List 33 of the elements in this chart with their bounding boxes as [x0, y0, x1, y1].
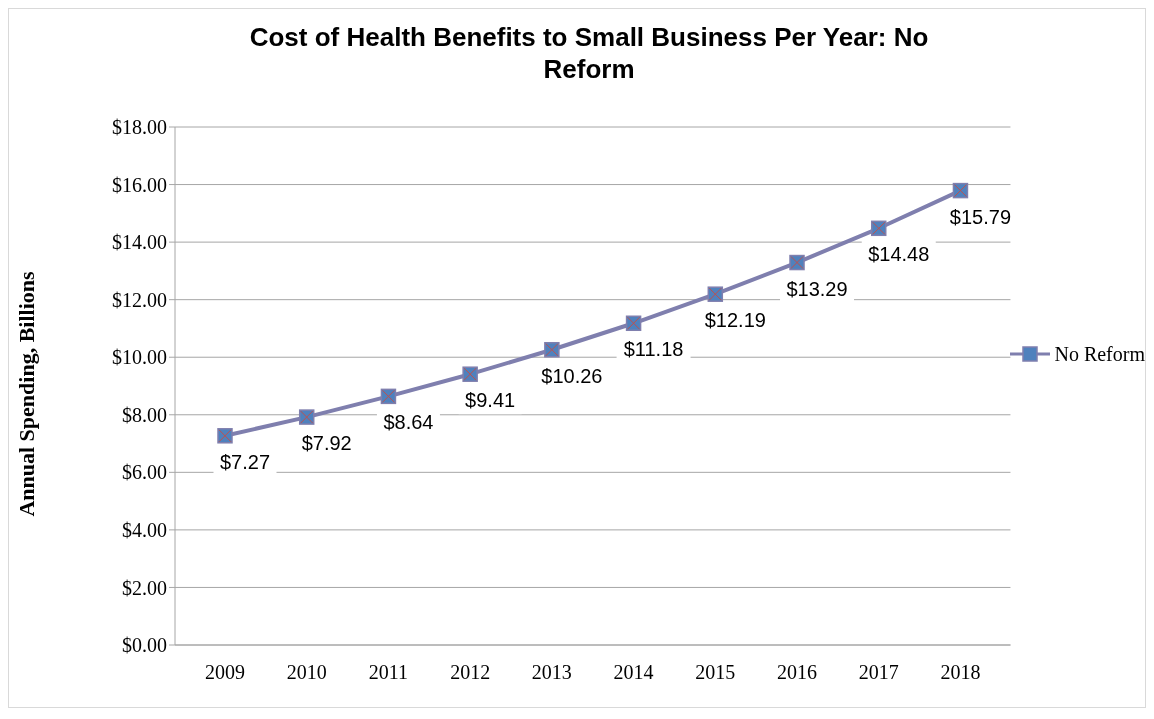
legend-label: No Reform: [1054, 342, 1145, 366]
y-tick-label: $18.00: [112, 116, 167, 139]
x-tick-label: 2013: [531, 661, 572, 684]
y-tick-label: $12.00: [112, 288, 167, 311]
data-label: $11.18: [623, 338, 684, 361]
x-tick-label: 2016: [777, 661, 818, 684]
y-tick-label: $16.00: [112, 173, 167, 196]
y-tick-label: $10.00: [112, 346, 167, 369]
data-label: $13.29: [786, 277, 848, 300]
y-axis-title: Annual Spending, Billions: [14, 271, 40, 517]
x-tick-label: 2010: [286, 661, 327, 684]
x-tick-label: 2009: [205, 661, 245, 684]
x-tick-label: 2015: [695, 661, 736, 684]
data-label: $8.64: [383, 411, 434, 434]
data-label: $9.41: [465, 389, 516, 412]
y-tick-label: $6.00: [122, 461, 167, 484]
data-label: $15.79: [949, 205, 1012, 228]
data-label: $12.19: [704, 309, 766, 332]
y-tick-label: $4.00: [122, 518, 167, 541]
y-tick-label: $2.00: [122, 576, 167, 599]
x-tick-label: 2017: [858, 661, 899, 684]
data-label: $10.26: [541, 364, 603, 387]
data-label: $7.92: [301, 432, 352, 455]
x-tick-label: 2011: [368, 661, 409, 684]
x-tick-label: 2014: [613, 661, 654, 684]
x-tick-label: 2012: [450, 661, 491, 684]
data-label: $14.48: [868, 243, 930, 266]
chart-title: Cost of Health Benefits to Small Business Per Year: No Reform: [248, 21, 930, 85]
y-tick-label: $0.00: [122, 634, 167, 657]
y-tick-label: $14.00: [112, 231, 167, 254]
x-tick-label: 2018: [940, 661, 981, 684]
y-tick-label: $8.00: [122, 403, 167, 426]
data-label: $7.27: [219, 450, 271, 473]
